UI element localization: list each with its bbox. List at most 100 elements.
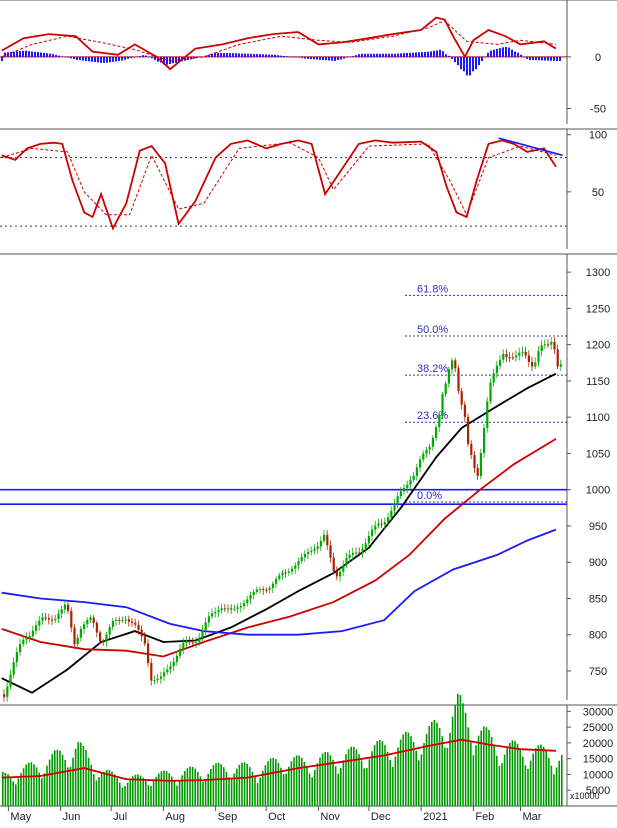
volume-bar — [246, 763, 248, 806]
candle-body — [495, 365, 498, 374]
macd-histogram-bar — [292, 56, 294, 58]
candle-body — [243, 603, 246, 606]
candle-body — [332, 557, 335, 572]
candle-body — [153, 680, 156, 682]
volume-bar — [332, 759, 334, 806]
candle-body — [457, 368, 460, 392]
volume-bar — [59, 750, 61, 806]
macd-histogram-bar — [265, 54, 267, 57]
macd-histogram-bar — [49, 53, 51, 57]
volume-bar — [540, 744, 542, 806]
macd-histogram-bar — [493, 49, 495, 57]
macd-histogram-bar — [481, 56, 483, 61]
macd-histogram-bar — [295, 56, 297, 58]
volume-bar — [433, 719, 436, 806]
volume-bar — [176, 785, 178, 806]
price-ytick-label: 900 — [589, 557, 607, 569]
candle-body — [431, 437, 434, 447]
macd-histogram-bar — [10, 52, 12, 57]
macd-histogram-bar — [391, 53, 393, 57]
macd-histogram-bar — [130, 56, 132, 59]
volume-bar — [288, 766, 290, 806]
volume-bar — [311, 777, 313, 806]
macd-histogram-bar — [43, 52, 45, 57]
stochastic-ytick-label: 100 — [589, 130, 607, 142]
volume-bar — [480, 730, 482, 806]
volume-bar — [431, 721, 433, 806]
candle-body — [3, 694, 6, 697]
macd-histogram-bar — [466, 56, 468, 76]
candle-body — [380, 523, 383, 525]
volume-bar — [160, 771, 163, 806]
candle-body — [502, 353, 505, 360]
candle-body — [345, 557, 348, 566]
macd-histogram-bar — [400, 53, 402, 57]
volume-bar — [324, 752, 326, 806]
candle-body — [111, 620, 114, 628]
volume-bar — [498, 765, 501, 806]
volume-bar — [267, 761, 269, 806]
macd-histogram-bar — [502, 47, 504, 57]
macd-histogram-bar — [394, 53, 396, 57]
candle-body — [537, 351, 540, 363]
candle-body — [60, 609, 63, 614]
volume-bar — [319, 757, 321, 806]
volume-bar — [233, 773, 235, 806]
macd-histogram-bar — [349, 56, 351, 58]
candle-body — [287, 571, 290, 573]
macd-histogram-bar — [457, 56, 459, 66]
volume-bar — [545, 751, 547, 806]
macd-histogram-bar — [436, 50, 438, 57]
volume-bar — [106, 770, 108, 806]
candle-body — [86, 620, 89, 625]
fibonacci-label: 61.8% — [417, 283, 448, 295]
candle-body — [364, 543, 367, 549]
macd-histogram-bar — [529, 56, 531, 60]
candle-body — [323, 535, 326, 541]
macd-histogram-bar — [247, 53, 249, 57]
volume-bar — [189, 766, 191, 806]
volume-ytick-label: 25000 — [583, 722, 614, 734]
macd-histogram-bar — [514, 51, 516, 57]
macd-histogram-bar — [370, 53, 372, 57]
macd-histogram-bar — [256, 54, 258, 57]
macd-histogram-bar — [331, 56, 333, 61]
macd-histogram-bar — [202, 56, 204, 58]
macd-histogram-bar — [154, 56, 156, 60]
macd-histogram-bar — [313, 56, 315, 60]
volume-bar — [425, 733, 428, 806]
volume-bar — [384, 745, 386, 806]
macd-histogram-bar — [541, 56, 543, 61]
candle-body — [175, 655, 178, 662]
candle-body — [419, 459, 422, 468]
volume-bar — [56, 749, 59, 806]
candle-body — [198, 637, 201, 643]
candle-body — [182, 642, 185, 649]
volume-bar — [259, 777, 261, 806]
candle-body — [89, 617, 92, 621]
volume-bar — [173, 780, 176, 806]
macd-histogram-bar — [559, 56, 561, 61]
volume-ytick-label: 10000 — [583, 769, 614, 781]
candle-body — [307, 552, 310, 555]
candle-body — [99, 632, 102, 642]
candle-body — [438, 414, 441, 428]
candle-body — [143, 636, 146, 644]
volume-bar — [17, 778, 20, 806]
candle-body — [204, 622, 207, 631]
volume-bar — [371, 751, 373, 806]
price-ytick-label: 1200 — [586, 340, 610, 352]
macd-histogram-bar — [556, 56, 558, 61]
volume-bar — [373, 745, 376, 806]
volume-bar — [139, 775, 142, 806]
candle-body — [25, 637, 28, 640]
volume-bar — [483, 726, 485, 806]
macd-histogram-bar — [412, 52, 414, 57]
candle-body — [137, 624, 140, 630]
volume-bar — [155, 776, 157, 806]
macd-histogram-bar — [232, 53, 234, 57]
volume-bar — [12, 781, 14, 806]
macd-histogram-bar — [73, 56, 75, 60]
volume-bar — [9, 777, 12, 806]
macd-histogram-bar — [235, 53, 237, 57]
